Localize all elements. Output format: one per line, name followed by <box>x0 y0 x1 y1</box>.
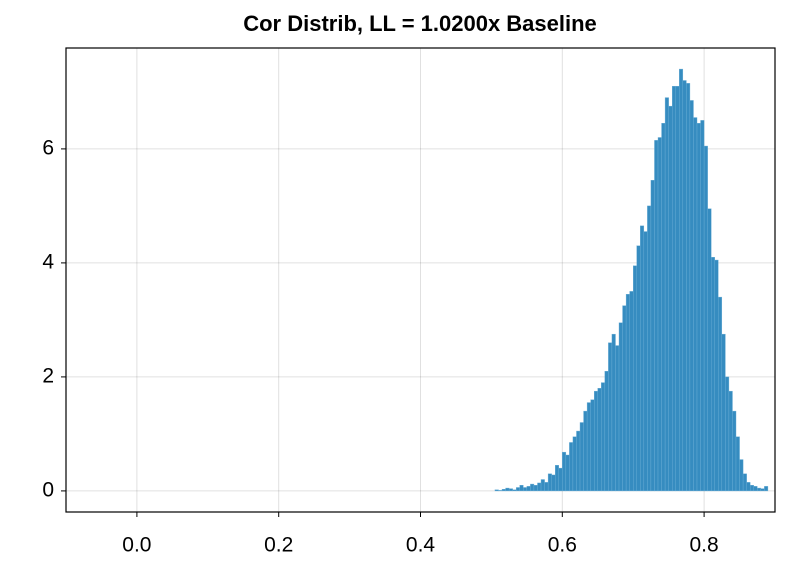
bar <box>604 371 609 492</box>
bar <box>714 259 719 492</box>
bar <box>749 485 754 492</box>
bar <box>739 459 744 492</box>
bar <box>671 85 676 492</box>
x-tick-label: 0.8 <box>689 534 718 557</box>
bar <box>760 488 765 492</box>
bar <box>501 488 506 492</box>
bar <box>586 402 591 492</box>
bar <box>555 465 559 492</box>
bar <box>732 410 737 492</box>
bar <box>640 225 645 492</box>
bar <box>615 345 620 492</box>
bar <box>530 483 535 492</box>
y-tick-label: 0 <box>42 478 54 501</box>
bar <box>601 382 606 492</box>
bar <box>657 137 662 492</box>
plot-frame <box>65 47 776 513</box>
bar <box>679 68 684 492</box>
bar <box>551 474 556 492</box>
bar <box>746 482 751 492</box>
bar <box>533 485 538 492</box>
bar <box>583 410 588 492</box>
bar <box>742 473 747 492</box>
bar <box>682 80 687 492</box>
bar <box>508 488 513 492</box>
bar <box>633 265 637 492</box>
bar <box>523 487 528 492</box>
bar <box>565 454 570 492</box>
bar <box>661 123 666 492</box>
bar <box>590 399 595 492</box>
bar <box>654 140 659 492</box>
y-tick-label: 4 <box>42 250 54 273</box>
x-tick-label: 0.0 <box>122 534 151 557</box>
bar <box>693 117 698 492</box>
bar <box>764 486 769 492</box>
y-tick-label: 6 <box>42 136 54 159</box>
bar <box>696 123 701 492</box>
bar <box>608 342 613 492</box>
bar <box>707 208 712 492</box>
bar <box>572 436 577 492</box>
bar <box>703 145 708 492</box>
bar <box>494 489 499 492</box>
bar <box>547 473 552 492</box>
bar <box>569 442 574 492</box>
bar <box>498 490 503 492</box>
bar <box>643 231 648 492</box>
bar <box>562 451 567 492</box>
chart-title: Cor Distrib, LL = 1.0200x Baseline <box>243 11 597 36</box>
bar <box>597 388 602 492</box>
bar <box>710 256 715 492</box>
bar <box>512 489 517 492</box>
bar <box>540 479 545 492</box>
bar <box>725 376 730 492</box>
bar <box>526 486 531 492</box>
bar <box>650 180 655 492</box>
bar <box>689 100 694 492</box>
x-tick-label: 0.2 <box>264 534 293 557</box>
bar <box>537 482 542 492</box>
bar <box>675 85 680 492</box>
bar <box>505 487 510 492</box>
bar <box>558 467 563 492</box>
bar <box>594 390 598 492</box>
bar <box>611 333 616 492</box>
bar <box>629 291 634 492</box>
bar <box>519 485 524 492</box>
bar <box>668 105 673 492</box>
bar <box>757 487 762 492</box>
x-tick-label: 0.4 <box>406 534 436 557</box>
bar <box>721 333 726 492</box>
bar <box>579 422 584 492</box>
bar <box>735 436 740 492</box>
bar <box>686 83 691 492</box>
bar <box>625 294 630 492</box>
bar <box>544 482 549 492</box>
bar <box>576 430 581 492</box>
bar <box>636 245 641 492</box>
bar <box>516 487 520 492</box>
bar <box>753 486 758 492</box>
bar <box>664 97 669 492</box>
bar <box>718 296 723 492</box>
x-tick-label: 0.6 <box>548 534 577 557</box>
bar <box>728 390 733 492</box>
bar <box>700 120 705 492</box>
bar <box>647 205 652 492</box>
bar <box>618 322 623 492</box>
y-tick-label: 2 <box>42 364 54 387</box>
bar <box>622 305 627 492</box>
